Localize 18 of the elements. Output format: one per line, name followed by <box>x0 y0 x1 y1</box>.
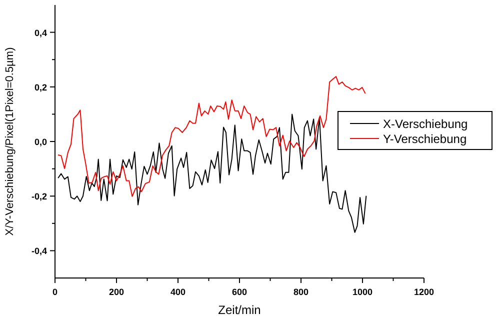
x-tick-label: 1200 <box>414 287 434 297</box>
x-tick-label: 600 <box>232 287 248 297</box>
y-axis-title: X/Y-Verschiebung/Pixel(1Pixel=0.5µm) <box>4 47 16 236</box>
x-tick-label: 0 <box>52 287 58 297</box>
x-tick-label: 200 <box>108 287 124 297</box>
legend-label: X-Verschiebung <box>383 117 468 131</box>
x-tick-label: 800 <box>293 287 309 297</box>
x-axis-title: Zeit/min <box>218 303 261 317</box>
legend-label: Y-Verschiebung <box>383 132 467 146</box>
y-tick-label: -0,2 <box>31 192 47 202</box>
x-tick-label: 1000 <box>352 287 373 297</box>
y-tick-label: 0,0 <box>34 137 47 147</box>
y-tick-label: 0,4 <box>34 28 47 38</box>
y-tick-label: 0,2 <box>34 82 47 92</box>
y-tick-label: -0,4 <box>31 246 47 256</box>
line-series <box>58 76 366 197</box>
x-tick-label: 400 <box>170 287 186 297</box>
line-series <box>58 114 367 233</box>
